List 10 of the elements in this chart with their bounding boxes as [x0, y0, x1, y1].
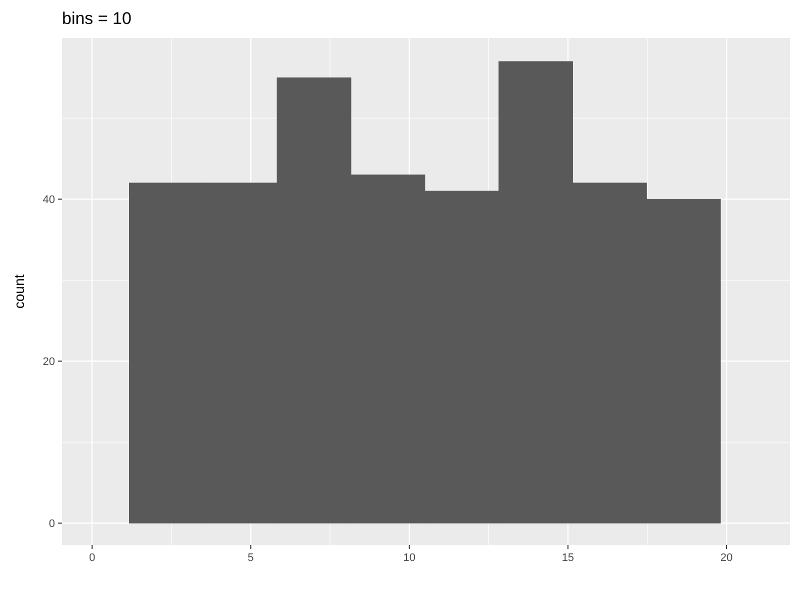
y-tick-label: 0 — [48, 518, 55, 530]
x-tick-label: 20 — [720, 552, 733, 564]
y-axis-title: count — [11, 274, 27, 309]
x-tick-label: 0 — [89, 552, 96, 564]
x-tick-label: 15 — [562, 552, 574, 564]
y-tick-label: 40 — [42, 194, 55, 206]
x-tick-label: 5 — [248, 552, 254, 564]
chart-title: bins = 10 — [62, 9, 132, 28]
y-tick-label: 20 — [42, 356, 55, 368]
x-tick-label: 10 — [403, 552, 416, 564]
